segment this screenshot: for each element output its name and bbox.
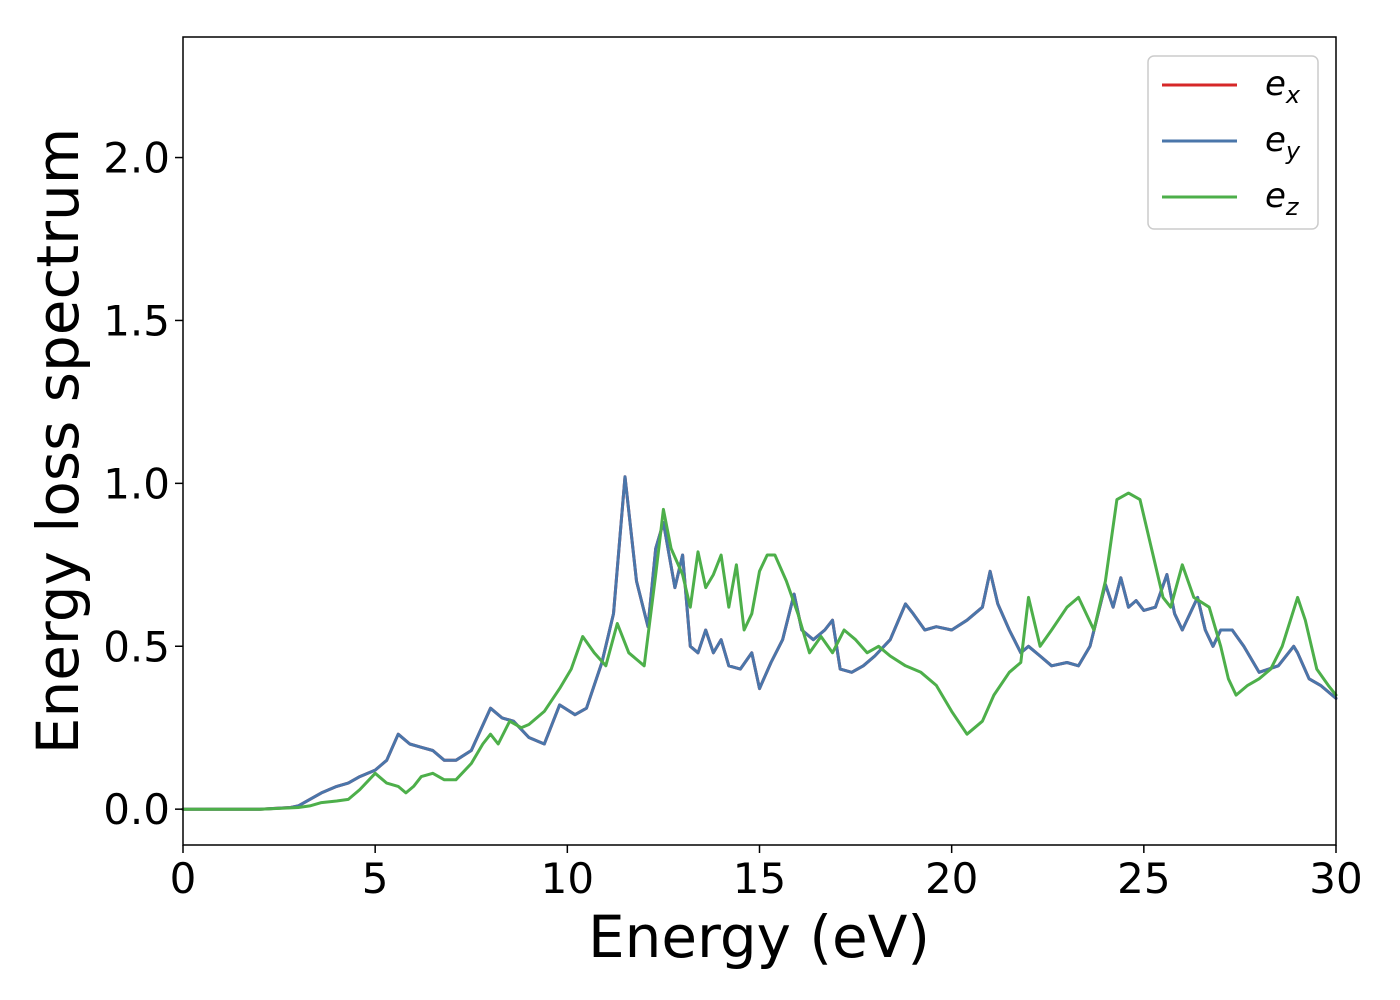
y-tick-label: 1.5 — [103, 296, 170, 345]
x-axis-label: Energy (eV) — [588, 903, 930, 971]
legend: ex ey ez — [1147, 55, 1319, 230]
series-line-x — [181, 475, 1338, 811]
x-tick-label: 25 — [1117, 854, 1170, 903]
x-tick-label: 30 — [1309, 854, 1362, 903]
series-line-y — [181, 475, 1338, 811]
legend-label-y: ey — [1265, 120, 1301, 165]
x-tick-label: 5 — [362, 854, 389, 903]
x-axis: 0 5 10 15 20 25 30 — [170, 845, 1363, 903]
y-tick-label: 1.0 — [103, 459, 170, 508]
series-layer — [181, 475, 1338, 811]
y-tick-label: 2.0 — [103, 134, 170, 183]
series-line-z — [181, 491, 1338, 811]
y-axis-label: Energy loss spectrum — [24, 128, 92, 754]
legend-label-x: ex — [1265, 64, 1301, 109]
y-tick-label: 0.0 — [103, 785, 170, 834]
x-tick-label: 20 — [925, 854, 978, 903]
x-tick-label: 15 — [733, 854, 786, 903]
x-tick-label: 10 — [541, 854, 594, 903]
y-axis: 0.0 0.5 1.0 1.5 2.0 — [103, 134, 183, 834]
legend-label-z: ez — [1265, 176, 1300, 221]
x-tick-label: 0 — [170, 854, 197, 903]
y-tick-label: 0.5 — [103, 622, 170, 671]
